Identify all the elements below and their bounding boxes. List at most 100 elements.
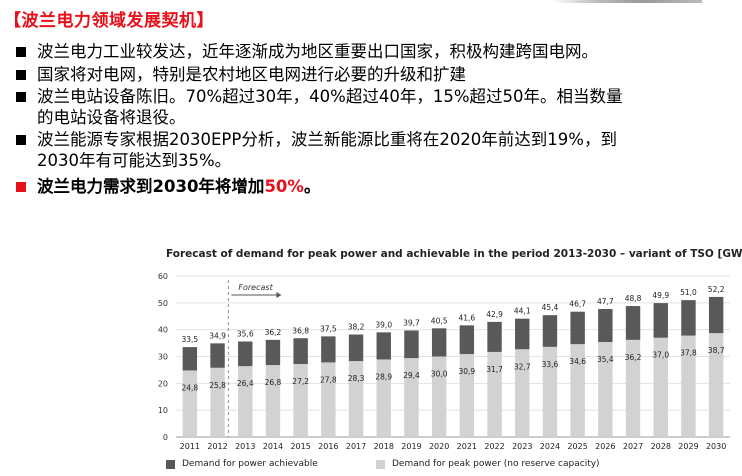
bar-peak-demand [376,359,391,437]
bar-peak-demand [487,351,502,437]
bar-achievable-demand [404,330,419,359]
x-tick-label: 2030 [706,442,726,451]
bullet-item: 波兰电站设备陈旧。70%超过30年，40%超过40年，15%超过50年。相当数量… [16,87,736,128]
data-label-peak: 24,8 [181,383,198,392]
data-label-peak: 26,8 [265,378,282,387]
x-tick-label: 2021 [457,442,477,451]
x-tick-label: 2025 [567,442,587,451]
bullet-item: 波兰能源专家根据2030EPP分析，波兰新能源比重将在2020年前达到19%，到… [16,130,736,171]
bar-achievable-demand [376,332,391,360]
bar-achievable-demand [459,325,475,355]
header-decoration-line [552,0,702,3]
x-tick-label: 2016 [318,442,338,451]
bar-peak-demand [570,344,585,437]
bullet-text: 波兰电站设备陈旧。70%超过30年，40%超过40年，15%超过50年。相当数量… [37,87,623,127]
bar-peak-demand [265,365,281,437]
bar-achievable-demand [570,311,585,345]
legend-item-achievable: Demand for power achievable [166,459,318,469]
data-label-peak: 26,4 [237,379,254,388]
bar-peak-demand [431,356,447,437]
data-label-achievable: 51,0 [680,288,697,297]
bar-peak-demand [681,335,696,437]
bullet-text: 波兰电力工业较发达，近年逐渐成为地区重要出口国家，积极构建跨国电网。 [37,42,598,61]
slide-title: 【波兰电力领域发展契机】 [4,11,214,31]
data-label-peak: 32,7 [514,362,531,371]
x-tick-label: 2028 [651,442,671,451]
bar-achievable-demand [293,338,308,365]
highlight-percent: 50% [264,177,304,196]
bar-peak-demand [625,339,641,437]
data-label-peak: 29,4 [403,371,420,380]
y-tick-label: 40 [158,326,168,335]
y-tick-label: 30 [158,353,168,362]
data-label-achievable: 35,6 [237,329,254,338]
highlight-text: 波兰电力需求到2030年将增加50%。 [37,177,320,198]
forecast-annotation: Forecast [238,283,273,292]
data-label-achievable: 37,5 [320,324,337,333]
x-tick-label: 2017 [346,442,366,451]
bar-achievable-demand [708,296,724,334]
x-tick-label: 2027 [623,442,643,451]
bar-achievable-demand [431,328,447,357]
data-label-peak: 27,8 [320,375,337,384]
data-label-achievable: 41,6 [458,313,475,322]
bar-achievable-demand [598,309,613,343]
x-tick-label: 2011 [180,442,200,451]
bullet-square-icon [16,69,26,80]
data-label-peak: 30,0 [431,370,448,379]
data-label-peak: 28,3 [348,374,365,383]
data-label-achievable: 39,0 [375,320,392,329]
bar-achievable-demand [348,334,364,362]
x-tick-label: 2012 [207,442,227,451]
bar-achievable-demand [182,347,198,371]
data-label-peak: 37,0 [652,351,669,360]
data-label-achievable: 44,1 [514,307,531,316]
x-tick-label: 2022 [484,442,504,451]
bullet-item: 国家将对电网，特别是农村地区电网进行必要的升级和扩建 [16,65,736,86]
bar-achievable-demand [542,315,558,347]
bar-peak-demand [293,364,308,437]
bar-peak-demand [404,358,419,437]
x-tick-label: 2019 [401,442,421,451]
legend-label: Demand for power achievable [182,459,318,469]
bar-peak-demand [321,362,336,437]
x-tick-label: 2013 [235,442,255,451]
bullet-square-icon [16,135,26,145]
y-tick-label: 60 [158,272,168,281]
data-label-peak: 36,2 [625,353,642,362]
bar-achievable-demand [625,306,641,340]
bar-achievable-demand [653,303,668,338]
data-label-peak: 27,2 [292,377,309,386]
bar-achievable-demand [210,343,225,368]
data-label-achievable: 42,9 [486,310,503,319]
data-label-peak: 38,7 [708,346,725,355]
legend-label: Demand for peak power (no reserve capaci… [392,459,600,469]
bar-peak-demand [515,349,530,437]
bar-peak-demand [182,370,198,437]
data-label-achievable: 38,2 [348,322,365,331]
data-label-peak: 30,9 [458,367,475,376]
bar-peak-demand [653,337,668,437]
data-label-peak: 34,6 [569,357,586,366]
x-tick-label: 2020 [429,442,449,451]
y-tick-label: 20 [158,379,168,388]
data-label-peak: 28,9 [375,372,392,381]
highlight-text-main: 波兰电力需求到2030年将增加 [37,177,265,196]
data-label-achievable: 36,8 [292,326,309,335]
x-tick-label: 2024 [540,442,560,451]
bullet-square-icon [16,92,26,102]
bar-achievable-demand [265,339,281,366]
data-label-peak: 37,8 [680,349,697,358]
data-label-achievable: 46,7 [569,300,586,309]
bar-achievable-demand [515,318,530,350]
data-label-peak: 31,7 [486,365,503,374]
x-tick-label: 2023 [512,442,532,451]
bar-achievable-demand [238,341,253,367]
bullet-list: 波兰电力工业较发达，近年逐渐成为地区重要出口国家，积极构建跨国电网。 国家将对电… [16,42,736,200]
data-label-achievable: 47,7 [597,297,614,306]
data-label-achievable: 48,8 [625,294,642,303]
data-label-achievable: 33,5 [181,335,198,344]
legend-item-peak: Demand for peak power (no reserve capaci… [376,459,600,469]
bullet-square-icon [16,47,26,57]
